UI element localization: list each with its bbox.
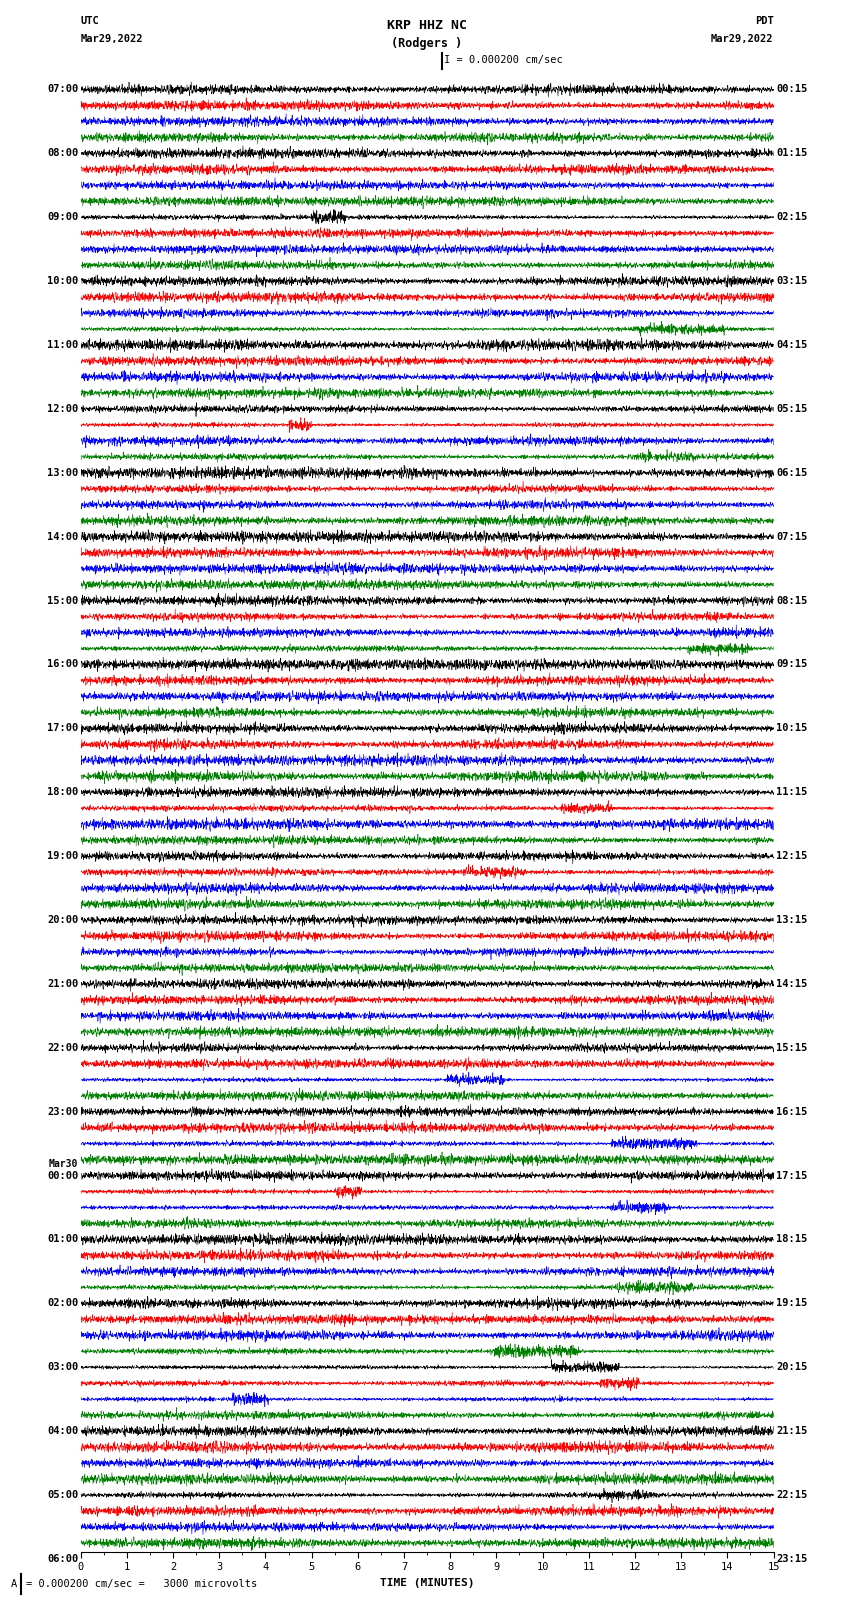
- Text: 23:15: 23:15: [776, 1553, 808, 1565]
- Text: PDT: PDT: [755, 16, 774, 26]
- Text: 05:00: 05:00: [47, 1490, 78, 1500]
- Text: 05:15: 05:15: [776, 403, 808, 415]
- Text: Mar29,2022: Mar29,2022: [81, 34, 144, 44]
- Text: 13:00: 13:00: [47, 468, 78, 477]
- Text: 20:15: 20:15: [776, 1363, 808, 1373]
- Text: 15:00: 15:00: [47, 595, 78, 605]
- Text: 18:00: 18:00: [47, 787, 78, 797]
- Text: 07:00: 07:00: [47, 84, 78, 95]
- Text: 16:15: 16:15: [776, 1107, 808, 1116]
- Text: = 0.000200 cm/sec =   3000 microvolts: = 0.000200 cm/sec = 3000 microvolts: [26, 1579, 257, 1589]
- Text: 17:15: 17:15: [776, 1171, 808, 1181]
- Text: I = 0.000200 cm/sec: I = 0.000200 cm/sec: [444, 55, 563, 65]
- Text: 10:00: 10:00: [47, 276, 78, 286]
- Text: 01:15: 01:15: [776, 148, 808, 158]
- Text: 04:15: 04:15: [776, 340, 808, 350]
- Text: 00:00: 00:00: [47, 1171, 78, 1181]
- Text: 15:15: 15:15: [776, 1042, 808, 1053]
- Text: 11:00: 11:00: [47, 340, 78, 350]
- Text: 22:00: 22:00: [47, 1042, 78, 1053]
- Text: Mar29,2022: Mar29,2022: [711, 34, 774, 44]
- Text: 20:00: 20:00: [47, 915, 78, 924]
- Text: KRP HHZ NC: KRP HHZ NC: [387, 19, 468, 32]
- Text: 08:15: 08:15: [776, 595, 808, 605]
- Text: 18:15: 18:15: [776, 1234, 808, 1245]
- Text: 13:15: 13:15: [776, 915, 808, 924]
- Text: 03:00: 03:00: [47, 1363, 78, 1373]
- Text: Mar30: Mar30: [48, 1160, 78, 1169]
- Text: 06:00: 06:00: [47, 1553, 78, 1565]
- Text: 21:15: 21:15: [776, 1426, 808, 1436]
- Text: 01:00: 01:00: [47, 1234, 78, 1245]
- Text: 22:15: 22:15: [776, 1490, 808, 1500]
- Text: UTC: UTC: [81, 16, 99, 26]
- Text: 21:00: 21:00: [47, 979, 78, 989]
- Text: 00:15: 00:15: [776, 84, 808, 95]
- X-axis label: TIME (MINUTES): TIME (MINUTES): [380, 1578, 474, 1587]
- Text: 19:00: 19:00: [47, 852, 78, 861]
- Text: 12:15: 12:15: [776, 852, 808, 861]
- Text: 16:00: 16:00: [47, 660, 78, 669]
- Text: 14:15: 14:15: [776, 979, 808, 989]
- Text: 02:15: 02:15: [776, 213, 808, 223]
- Text: 10:15: 10:15: [776, 723, 808, 734]
- Text: 12:00: 12:00: [47, 403, 78, 415]
- Text: 07:15: 07:15: [776, 532, 808, 542]
- Text: 08:00: 08:00: [47, 148, 78, 158]
- Text: 09:15: 09:15: [776, 660, 808, 669]
- Text: 06:15: 06:15: [776, 468, 808, 477]
- Text: A: A: [11, 1579, 17, 1589]
- Text: (Rodgers ): (Rodgers ): [392, 37, 462, 50]
- Text: 09:00: 09:00: [47, 213, 78, 223]
- Text: 23:00: 23:00: [47, 1107, 78, 1116]
- Text: 11:15: 11:15: [776, 787, 808, 797]
- Text: 02:00: 02:00: [47, 1298, 78, 1308]
- Text: 17:00: 17:00: [47, 723, 78, 734]
- Text: 03:15: 03:15: [776, 276, 808, 286]
- Text: 19:15: 19:15: [776, 1298, 808, 1308]
- Text: 14:00: 14:00: [47, 532, 78, 542]
- Text: 04:00: 04:00: [47, 1426, 78, 1436]
